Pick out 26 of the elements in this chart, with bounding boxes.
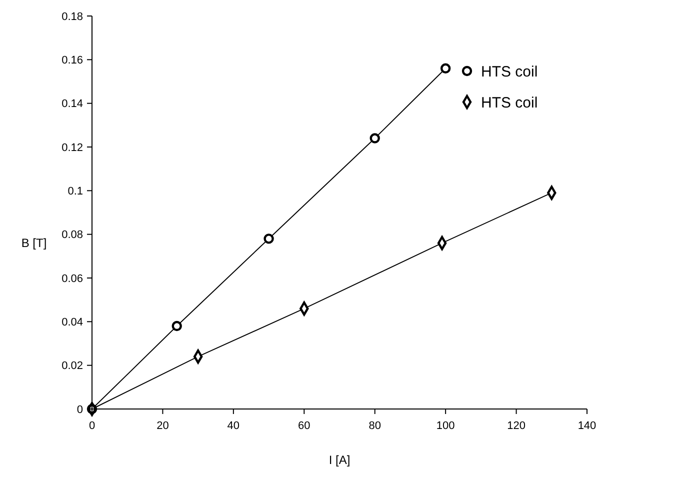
y-tick-label: 0.16 — [62, 54, 83, 67]
x-tick-label: 0 — [88, 420, 96, 432]
y-tick-label: 0.04 — [62, 316, 83, 329]
y-tick-label: 0.02 — [62, 360, 83, 372]
x-axis-title: I [A] — [328, 453, 350, 467]
x-tick-label: 140 — [578, 420, 596, 432]
x-tick-label: 60 — [298, 420, 310, 432]
legend-label: HTS coil — [481, 94, 538, 112]
x-tick-label: 20 — [156, 420, 169, 432]
legend-label: HTS coil — [481, 63, 538, 80]
y-tick-label: 0.08 — [62, 229, 83, 242]
x-tick-label: 80 — [368, 420, 381, 432]
point — [172, 320, 182, 332]
x-tick-label: 100 — [436, 420, 455, 432]
y-tick-label: 0.06 — [62, 272, 83, 285]
y-tick-label: 0.12 — [62, 142, 83, 154]
y-tick-label: 0.18 — [62, 10, 83, 23]
y-tick-label: 0.1 — [68, 186, 83, 198]
point — [370, 133, 380, 144]
y-tick-label: 0 — [76, 404, 83, 416]
point — [440, 63, 451, 74]
y-tick-label: 0.14 — [62, 98, 83, 110]
y-axis-title: B [T] — [21, 236, 47, 250]
x-tick-label: 40 — [227, 420, 240, 432]
x-tick-label: 120 — [507, 420, 526, 432]
point — [264, 234, 274, 244]
